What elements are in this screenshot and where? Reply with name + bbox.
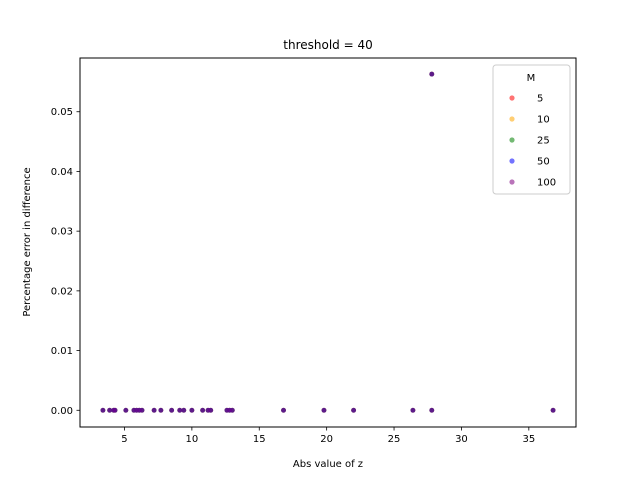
data-point-m100 (200, 407, 206, 413)
data-point-m100 (100, 407, 106, 413)
data-point-m100 (410, 407, 416, 413)
data-point-m100 (189, 407, 195, 413)
data-point-m100 (351, 407, 357, 413)
data-point-m100 (281, 407, 286, 413)
legend-marker-m5 (509, 95, 515, 101)
legend-label-m10: 10 (537, 115, 550, 126)
legend-label-m25: 25 (537, 136, 550, 147)
x-tick-label: 10 (186, 434, 199, 445)
legend-frame (492, 64, 571, 195)
data-point-m100 (429, 71, 435, 77)
y-tick-label: 0.01 (51, 346, 73, 357)
y-tick-label: 0.04 (51, 167, 73, 178)
data-point-m100 (169, 407, 175, 413)
data-point-m100 (112, 407, 118, 413)
data-point-m100 (321, 407, 327, 413)
plot-frame (79, 57, 577, 428)
data-points (100, 71, 556, 413)
x-tick-label: 30 (455, 434, 468, 445)
y-tick-label: 0.03 (51, 227, 73, 238)
legend-marker-m50 (509, 158, 515, 164)
x-tick-label: 35 (522, 434, 535, 445)
chart-title: threshold = 40 (283, 38, 372, 52)
y-axis-ticks: 0.00 0.01 0.02 0.03 0.04 0.05 (51, 107, 80, 417)
legend: M 5 10 25 50 100 (492, 64, 571, 195)
data-point-m100 (550, 407, 556, 413)
legend-marker-m10 (509, 116, 515, 122)
x-tick-label: 20 (320, 434, 333, 445)
data-point-m100 (123, 407, 129, 413)
x-tick-label: 15 (253, 434, 266, 445)
legend-label-m5: 5 (537, 94, 543, 105)
data-point-m100 (429, 407, 435, 413)
data-point-m100 (208, 407, 214, 413)
y-tick-label: 0.05 (51, 107, 73, 118)
x-axis-ticks: 5 10 15 20 25 30 35 (121, 427, 535, 445)
data-point-m100 (177, 407, 183, 413)
legend-marker-m25 (509, 137, 515, 143)
legend-title: M (527, 73, 536, 84)
data-point-m100 (139, 407, 145, 413)
legend-label-m50: 50 (537, 157, 550, 168)
legend-marker-m100 (509, 179, 515, 185)
data-point-m100 (158, 407, 164, 413)
x-tick-label: 25 (388, 434, 401, 445)
y-tick-label: 0.02 (51, 286, 73, 297)
data-point-m100 (181, 407, 187, 413)
x-axis-label: Abs value of z (293, 459, 363, 470)
x-tick-label: 5 (121, 434, 127, 445)
y-axis-label: Percentage error in difference (22, 167, 33, 316)
legend-label-m100: 100 (537, 178, 556, 189)
data-point-m100 (229, 407, 235, 413)
y-tick-label: 0.00 (51, 406, 73, 417)
data-point-m100 (107, 407, 113, 413)
data-point-m100 (151, 407, 157, 413)
